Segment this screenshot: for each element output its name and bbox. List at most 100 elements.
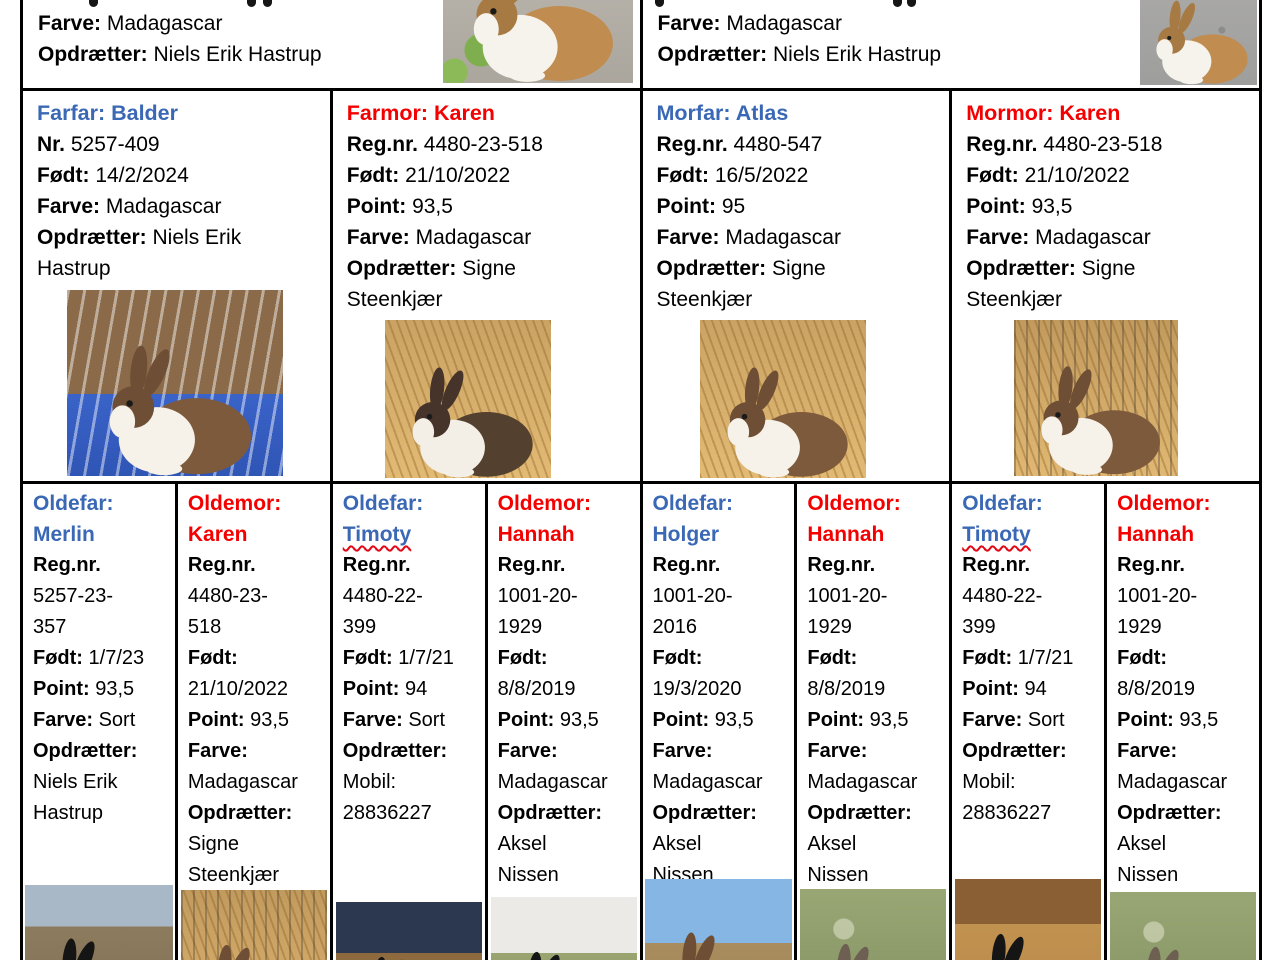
field-line: Opdrætter: Niels Erik Hastrup (657, 43, 942, 66)
field-line: Opdrætter: Mobil: 28836227 (342, 740, 448, 824)
field-line: Point: 94 (342, 678, 428, 700)
great-grandparent-cell: Oldemor: Hannah Reg.nr. 1001-20-1929 Født… (797, 484, 950, 960)
rabbit-photo (335, 902, 482, 960)
great-grandparent-cell: Oldemor: Hannah Reg.nr. 1001-20-1929 Født… (1107, 484, 1259, 960)
cropped-line-fragment (654, 0, 664, 7)
rabbit-details: Reg.nr. 4480-22-399 Født: 1/7/21 Point: … (343, 550, 456, 829)
great-grandparent-cell: Oldefar: Holger Reg.nr. 1001-20-2016 Født… (642, 484, 795, 960)
cropped-line-fragment (892, 0, 902, 7)
cropped-line-fragment (89, 0, 98, 7)
rabbit-photo (800, 889, 947, 960)
field-line: Farve: Madagascar (656, 226, 841, 249)
field-line: Farve: Madagascar (187, 740, 298, 793)
field-line: Opdrætter: Signe Steenkjær (346, 257, 516, 311)
field-line: Født: 1/7/21 (962, 647, 1074, 669)
parents-row: Farve: Madagascar Opdrætter: Niels Erik … (23, 0, 1259, 88)
rabbit-photo (1014, 320, 1179, 476)
pedigree-role-header: Oldemor: Hannah (497, 492, 591, 546)
rabbit-photo (699, 320, 866, 478)
cropped-line-fragment (247, 0, 256, 7)
field-line: Opdrætter: Mobil: 28836227 (962, 740, 1067, 824)
field-line: Farve: Madagascar (652, 740, 763, 793)
rabbit-photo (443, 0, 633, 83)
field-line: Farve: Madagascar (1117, 740, 1228, 793)
field-line: Point: 93,5 (807, 709, 909, 731)
pedigree-role-header: Farmor: Karen (346, 101, 495, 125)
field-line: Reg.nr. 4480-23-518 (346, 133, 543, 156)
field-line: Reg.nr. 4480-22-399 (962, 554, 1043, 638)
field-line: Reg.nr. 4480-547 (656, 133, 823, 156)
field-line: Farve: Madagascar (38, 12, 223, 35)
pedigree-role-header: Oldemor: Karen (187, 492, 282, 546)
pedigree-role-header: Oldemor: Hannah (807, 492, 901, 546)
rabbit-photo (25, 885, 173, 960)
rabbit-photo (1110, 892, 1256, 960)
pedigree-role-header: Oldefar: Timoty (343, 488, 481, 550)
field-line: Reg.nr. 1001-20-2016 (652, 554, 733, 638)
grandparent-cell-mormor: Mormor: Karen Reg.nr. 4480-23-518 Født: … (952, 91, 1259, 481)
rabbit-details: Reg.nr. 4480-22-399 Født: 1/7/21 Point: … (962, 550, 1075, 829)
field-line: Point: 93,5 (966, 195, 1073, 218)
rabbit-photo (180, 890, 327, 960)
field-line: Født: 1/7/23 (33, 647, 145, 669)
field-line: Farve: Sort (33, 709, 136, 731)
field-line: Reg.nr. 1001-20-1929 (807, 554, 888, 638)
field-line: Reg.nr. 5257-23-357 (33, 554, 114, 638)
field-line: Opdrætter: Aksel Nissen (807, 802, 912, 886)
field-line: Opdrætter: Niels Erik Hastrup (33, 740, 138, 824)
grandparents-row: Farfar: Balder Nr. 5257-409 Født: 14/2/2… (23, 91, 1259, 481)
parent-cell-sire: Farve: Madagascar Opdrætter: Niels Erik … (23, 0, 640, 88)
field-line: Født: 21/10/2022 (346, 164, 511, 187)
pedigree-role-header: Morfar: Atlas (656, 101, 789, 125)
great-grandparents-row: Oldefar: Merlin Reg.nr. 5257-23-357 Født:… (23, 484, 1259, 960)
field-line: Point: 93,5 (652, 709, 754, 731)
field-line: Farve: Madagascar (966, 226, 1151, 249)
rabbit-details: Reg.nr. 1001-20-1929 Født: 8/8/2019 Poin… (1117, 550, 1230, 891)
rabbit-details: Farve: Madagascar Opdrætter: Niels Erik … (658, 8, 1250, 70)
field-line: Født: 19/3/2020 (652, 647, 742, 700)
misspelled-name: Timoty (962, 523, 1031, 546)
field-line: Opdrætter: Aksel Nissen (497, 802, 603, 886)
field-line: Farve: Sort (962, 709, 1065, 731)
rabbit-details: Reg.nr. 1001-20-1929 Født: 8/8/2019 Poin… (498, 550, 611, 891)
grandparent-cell-farmor: Farmor: Karen Reg.nr. 4480-23-518 Født: … (332, 91, 640, 481)
rabbit-details: Reg.nr. 4480-547 Født: 16/5/2022 Point: … (657, 129, 911, 315)
great-grandparent-cell: Oldemor: Hannah Reg.nr. 1001-20-1929 Født… (487, 484, 640, 960)
rabbit-details: Reg.nr. 1001-20-1929 Født: 8/8/2019 Poin… (807, 550, 920, 891)
field-line: Reg.nr. 4480-23-518 (966, 133, 1163, 156)
great-grandparent-cell: Oldefar: Timoty Reg.nr. 4480-22-399 Født:… (952, 484, 1105, 960)
field-line: Point: 93,5 (497, 709, 599, 731)
pedigree-role-header: Oldefar: Holger (652, 492, 734, 546)
parent-cell-dam: Farve: Madagascar Opdrætter: Niels Erik … (642, 0, 1259, 88)
field-line: Farve: Madagascar (807, 740, 918, 793)
grandparent-cell-morfar: Morfar: Atlas Reg.nr. 4480-547 Født: 16/… (642, 91, 950, 481)
field-line: Point: 94 (962, 678, 1047, 700)
field-line: Opdrætter: Niels Erik Hastrup (38, 43, 322, 66)
pedigree-table: Farve: Madagascar Opdrætter: Niels Erik … (20, 0, 1262, 960)
cropped-line-fragment (906, 0, 916, 7)
field-line: Point: 93,5 (187, 709, 290, 731)
cropped-line-fragment (263, 0, 272, 7)
field-line: Reg.nr. 4480-22-399 (342, 554, 423, 638)
rabbit-photo (490, 897, 637, 960)
great-grandparent-cell: Oldefar: Timoty Reg.nr. 4480-22-399 Født:… (332, 484, 485, 960)
field-line: Farve: Madagascar (497, 740, 608, 793)
field-line: Reg.nr. 1001-20-1929 (1117, 554, 1198, 638)
field-line: Farve: Sort (342, 709, 446, 731)
field-line: Opdrætter: Aksel Nissen (1117, 802, 1222, 886)
rabbit-photo (955, 879, 1102, 960)
rabbit-details: Reg.nr. 4480-23-518 Født: 21/10/2022 Poi… (188, 550, 301, 891)
rabbit-details: Reg.nr. 5257-23-357 Født: 1/7/23 Point: … (33, 550, 146, 829)
field-line: Reg.nr. 4480-23-518 (187, 554, 268, 638)
field-line: Født: 14/2/2024 (37, 164, 189, 187)
rabbit-photo (1139, 0, 1257, 85)
rabbit-details: Reg.nr. 1001-20-2016 Født: 19/3/2020 Poi… (653, 550, 766, 891)
field-line: Farve: Madagascar (657, 12, 842, 35)
field-line: Farve: Madagascar (346, 226, 532, 249)
field-line: Født: 1/7/21 (342, 647, 454, 669)
field-line: Opdrætter: Aksel Nissen (652, 802, 757, 886)
field-line: Farve: Madagascar (37, 195, 222, 218)
field-line: Født: 16/5/2022 (656, 164, 809, 187)
rabbit-photo (67, 290, 283, 476)
